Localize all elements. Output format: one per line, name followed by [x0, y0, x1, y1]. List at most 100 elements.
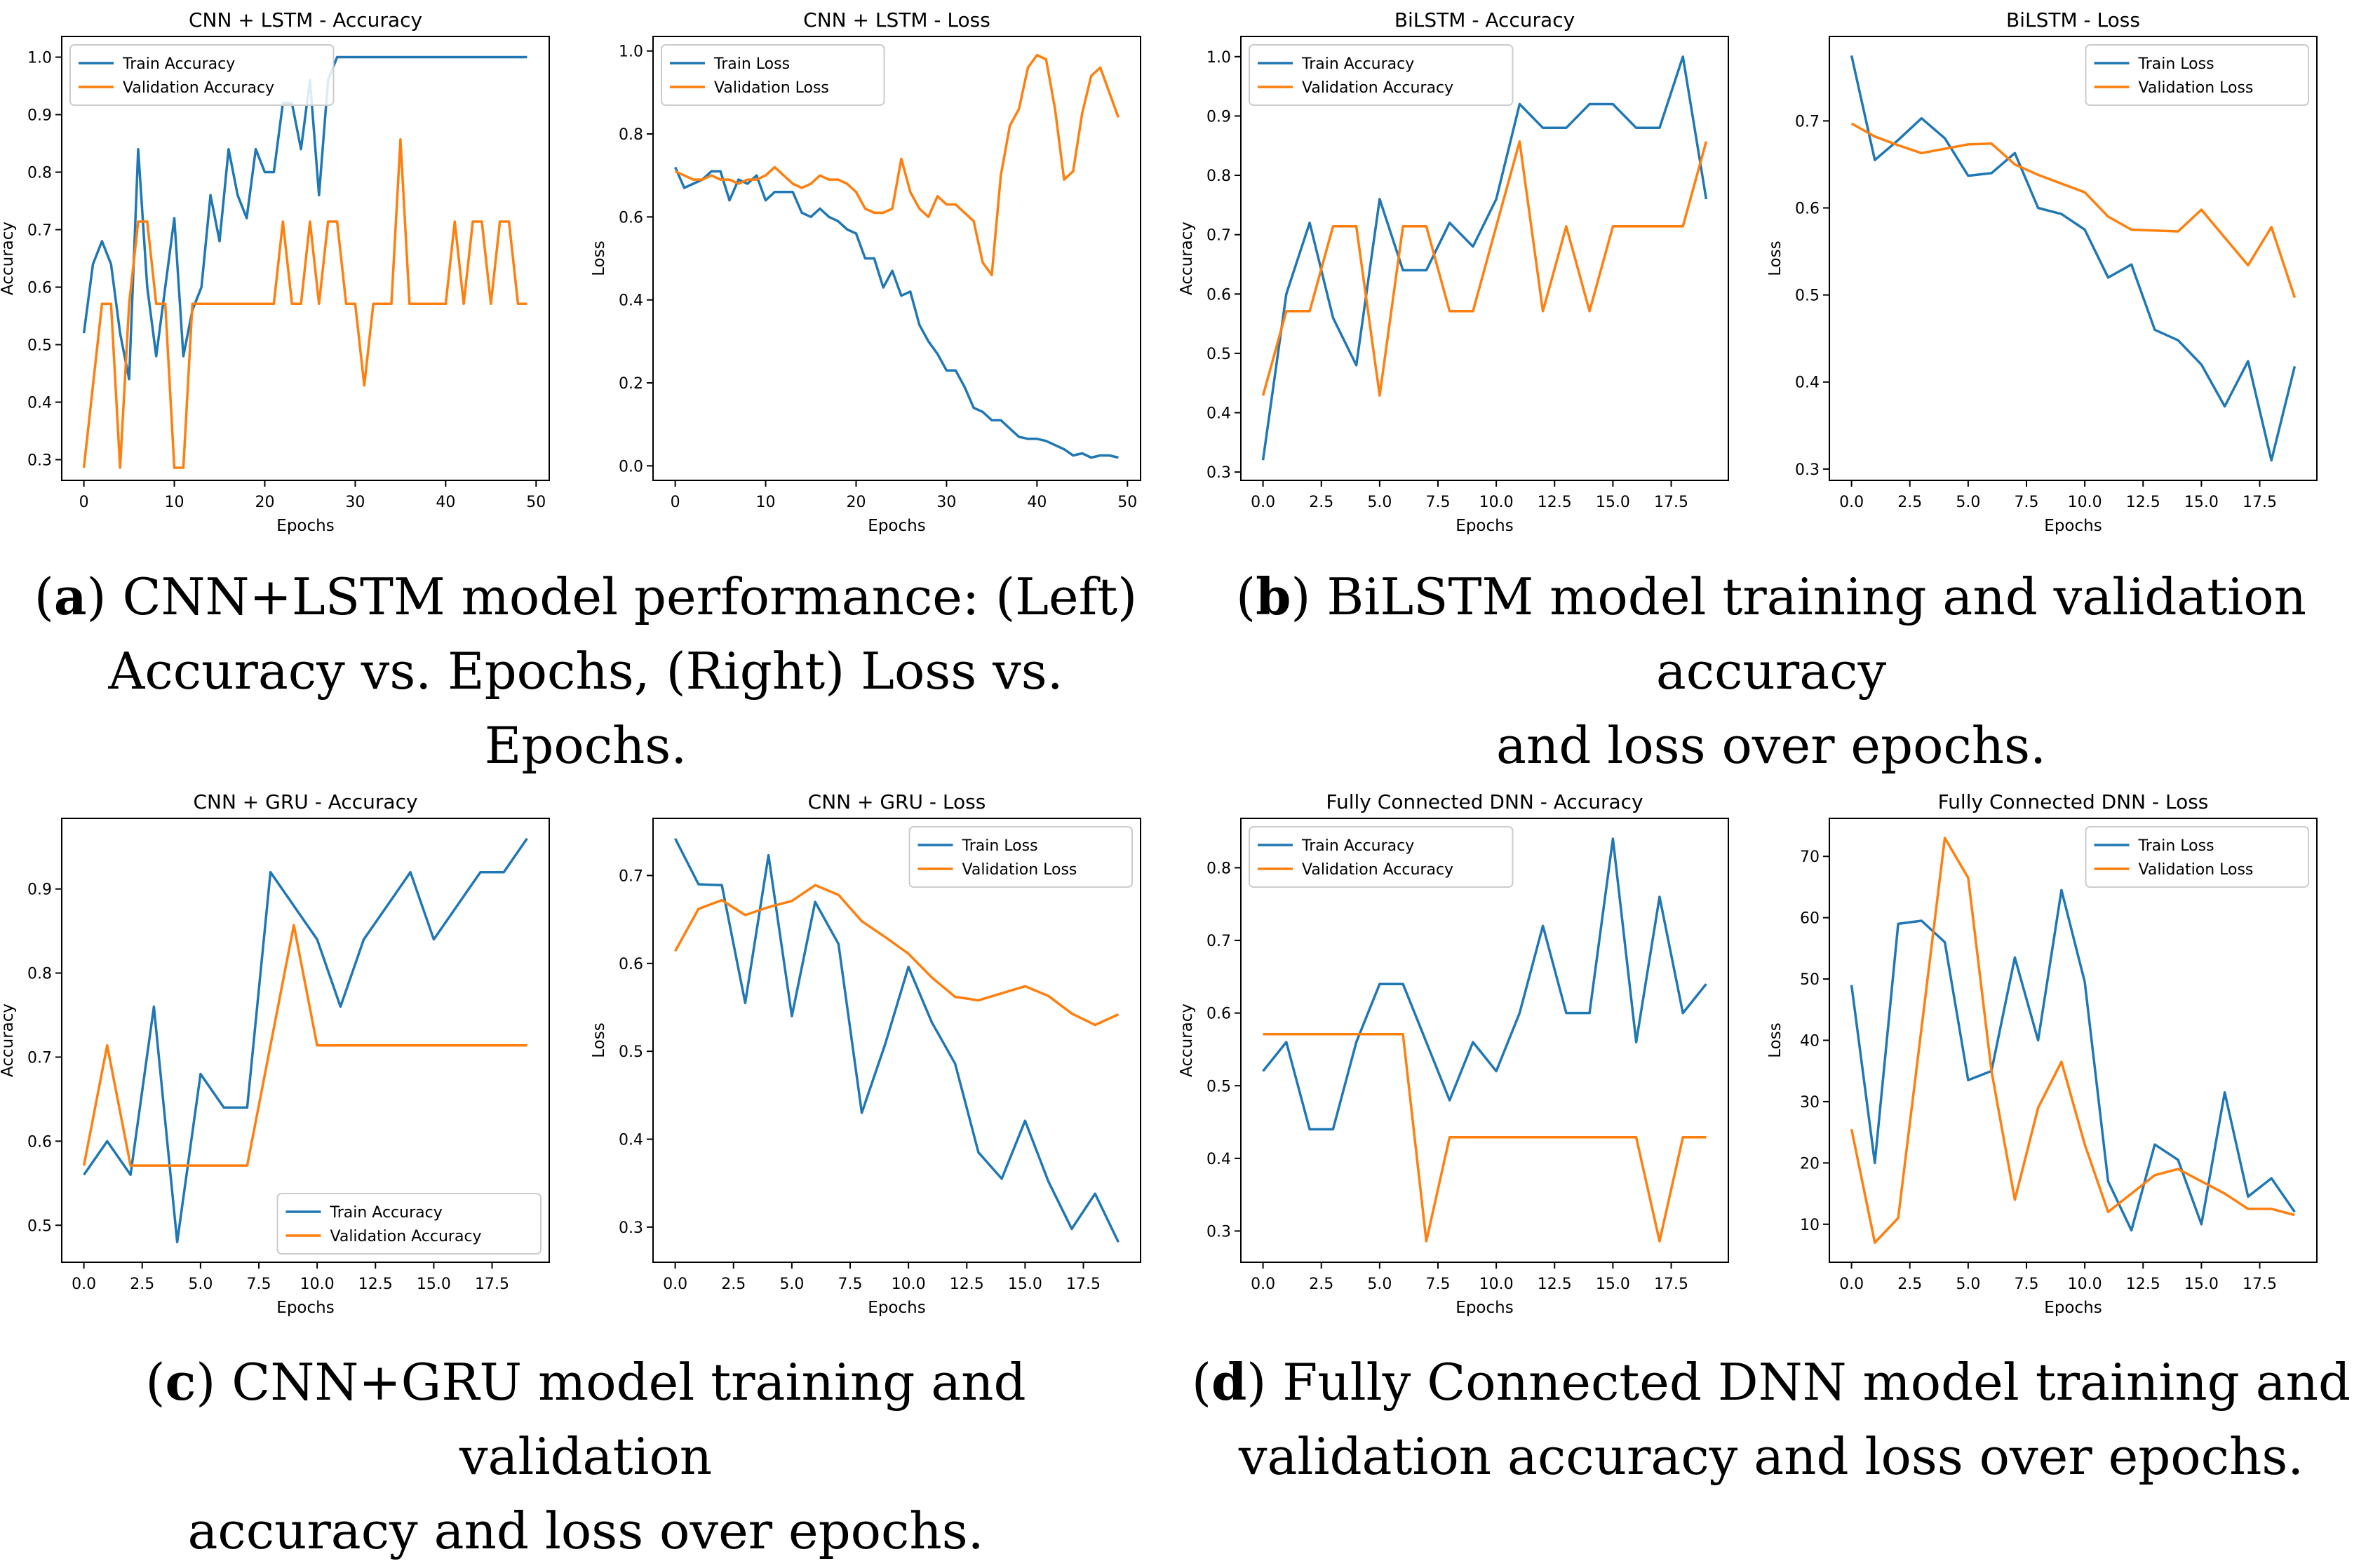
- y-tick-label: 0.2: [619, 375, 643, 393]
- chart-cnn-gru-accuracy: CNN + GRU - Accuracy 0.0 2.5 5.0 7.5 10.0 12.5…: [0, 790, 550, 1317]
- caption-d: (d) Fully Connected DNN model training a…: [1175, 1345, 2367, 1494]
- x-tick-label: 12.5: [358, 1276, 393, 1293]
- y-tick-label: 0.7: [1795, 113, 1820, 130]
- series-line-validation: [674, 53, 1120, 276]
- legend: Train Loss Validation Loss: [661, 44, 885, 106]
- y-tick-label: 0.5: [619, 1043, 643, 1061]
- legend-box: [1249, 44, 1514, 106]
- x-tick-label: 5.0: [1956, 494, 1980, 511]
- series-line-validation: [674, 884, 1120, 1027]
- legend-label: Validation Accuracy: [1302, 79, 1453, 97]
- x-tick-label: 12.5: [2126, 494, 2160, 511]
- x-tick-label: 2.5: [1309, 494, 1333, 511]
- x-tick-label: 50: [526, 494, 546, 511]
- y-tick-label: 0.5: [1795, 288, 1820, 305]
- plot-frame: [1829, 36, 2318, 481]
- y-tick-label: 0.3: [27, 452, 52, 469]
- y-tick-label: 0.9: [1206, 108, 1231, 126]
- x-tick-label: 2.5: [1897, 494, 1922, 511]
- x-tick-label: 50: [1117, 494, 1137, 511]
- x-tick-label: 0.0: [1839, 494, 1864, 511]
- y-axis-label: Accuracy: [1178, 1003, 1196, 1077]
- legend-label: Train Loss: [962, 837, 1038, 855]
- y-tick-label: 1.0: [27, 50, 52, 67]
- legend: Train Accuracy Validation Accuracy: [276, 1193, 542, 1255]
- x-tick-label: 10.0: [2068, 494, 2102, 511]
- legend-label: Train Accuracy: [1301, 55, 1414, 73]
- x-tick-label: 0.0: [1251, 494, 1275, 511]
- legend-label: Validation Loss: [2139, 79, 2254, 97]
- y-tick-label: 20: [1800, 1155, 1820, 1172]
- y-tick-label: 0.8: [619, 126, 643, 144]
- caption-d-text1: ) Fully Connected DNN model training and: [1246, 1353, 2351, 1412]
- x-tick-label: 12.5: [2126, 1276, 2160, 1293]
- y-tick-label: 0.5: [1206, 346, 1231, 363]
- x-tick-label: 10.0: [300, 1276, 335, 1293]
- caption-c-text1: ) CNN+GRU model training and validation: [196, 1353, 1026, 1486]
- x-tick-label: 17.5: [1654, 1276, 1688, 1293]
- caption-c-letter: c: [165, 1352, 196, 1412]
- caption-b-line1: (b) BiLSTM model training and validation…: [1235, 567, 2307, 701]
- legend: Train Loss Validation Loss: [908, 826, 1133, 888]
- series-line-train: [1261, 55, 1708, 461]
- y-tick-label: 0.4: [1206, 1151, 1231, 1168]
- y-axis-label: Accuracy: [1178, 222, 1196, 295]
- series-line-train: [1850, 55, 2297, 462]
- chart-title: CNN + GRU - Loss: [808, 790, 986, 813]
- x-tick-label: 30: [345, 494, 365, 511]
- x-axis-label: Epochs: [1455, 517, 1513, 535]
- y-tick-label: 0.6: [619, 209, 643, 227]
- x-tick-label: 5.0: [188, 1276, 213, 1293]
- y-tick-label: 0.3: [1795, 461, 1820, 479]
- y-axis-label: Accuracy: [0, 1003, 17, 1077]
- x-axis-label: Epochs: [868, 517, 925, 535]
- legend-label: Train Accuracy: [330, 1204, 443, 1222]
- series-line-validation: [82, 924, 527, 1167]
- y-tick-label: 0.6: [1206, 286, 1231, 304]
- x-tick-label: 17.5: [1066, 1276, 1101, 1293]
- x-tick-label: 2.5: [1309, 1276, 1333, 1293]
- legend-label: Validation Accuracy: [330, 1228, 482, 1245]
- legend-label: Validation Accuracy: [1302, 861, 1453, 879]
- caption-b: (b) BiLSTM model training and validation…: [1175, 560, 2367, 783]
- chart-dnn-accuracy: Fully Connected DNN - Accuracy 0.0 2.5 5.0 7…: [1178, 790, 1729, 1317]
- plot-frame: [652, 818, 1141, 1263]
- x-tick-label: 0: [79, 494, 89, 511]
- y-tick-label: 0.4: [1795, 374, 1820, 392]
- y-tick-label: 0.5: [27, 337, 52, 354]
- series-line-train: [1262, 837, 1707, 1131]
- y-tick-label: 50: [1800, 971, 1820, 989]
- y-tick-label: 0.4: [619, 1132, 643, 1149]
- legend-box: [1249, 826, 1514, 888]
- chart-cnn-gru-loss: CNN + GRU - Loss 0.0 2.5 5.0 7.5 10.0 12.5 15.0…: [590, 790, 1141, 1317]
- x-tick-label: 17.5: [1654, 494, 1688, 511]
- y-tick-label: 0.6: [27, 1133, 52, 1151]
- x-tick-label: 0.0: [1839, 1276, 1864, 1293]
- plot-frame: [1240, 36, 1729, 481]
- series-line-validation: [1850, 122, 2297, 298]
- x-tick-label: 10: [165, 494, 184, 511]
- y-axis-label: Loss: [1766, 241, 1784, 276]
- y-tick-label: 1.0: [619, 43, 643, 61]
- x-tick-label: 2.5: [130, 1276, 154, 1293]
- legend: Train Accuracy Validation Accuracy: [1249, 826, 1514, 888]
- legend-box: [2085, 44, 2309, 106]
- x-tick-label: 0.0: [1251, 1276, 1275, 1293]
- caption-c: (c) CNN+GRU model training and validatio…: [14, 1345, 1157, 1568]
- series-line-train: [674, 838, 1120, 1243]
- legend: Train Loss Validation Loss: [2085, 826, 2309, 888]
- x-tick-label: 7.5: [246, 1276, 271, 1293]
- legend-box: [908, 826, 1133, 888]
- y-axis-label: Loss: [1766, 1022, 1784, 1057]
- series-line-train: [673, 166, 1119, 459]
- figure: CNN + LSTM - Accuracy 0 10 20 30 40 50 0.3 0.4 0.…: [0, 8, 2318, 1317]
- y-tick-label: 10: [1800, 1217, 1820, 1234]
- legend-label: Train Accuracy: [122, 55, 235, 73]
- x-tick-label: 15.0: [1596, 1276, 1630, 1293]
- x-axis-label: Epochs: [276, 1299, 334, 1317]
- series-line-validation: [1263, 1032, 1707, 1243]
- y-tick-label: 0.6: [27, 279, 52, 297]
- x-tick-label: 5.0: [1367, 1276, 1392, 1293]
- chart-title: BiLSTM - Accuracy: [1394, 8, 1575, 32]
- y-tick-label: 0.7: [27, 1049, 52, 1067]
